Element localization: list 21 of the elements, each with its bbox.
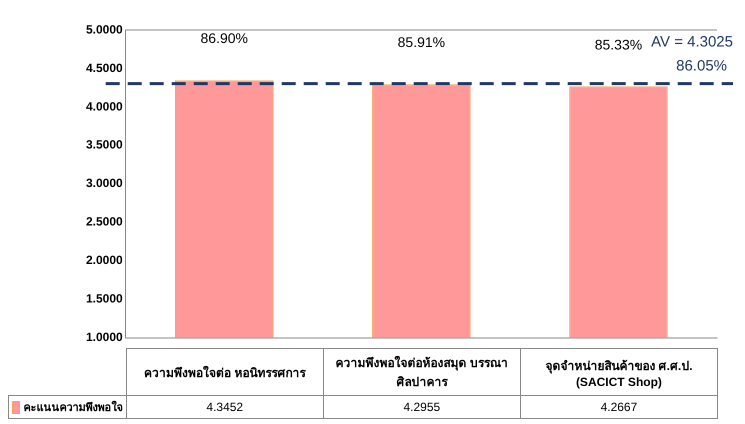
x-tick-label: ความพึงพอใจต่อห้องสมุด บรรณาศิลปาคาร xyxy=(322,348,521,396)
y-tick-label: 5.0000 xyxy=(86,22,124,36)
annotation: 86.05% xyxy=(676,57,727,74)
y-tick-label: 2.5000 xyxy=(86,214,124,229)
y-tick-label: 4.5000 xyxy=(86,60,124,75)
legend-label: คะแนนความพึงพอใจ xyxy=(24,400,123,416)
y-tick-label: 2.0000 xyxy=(86,253,124,268)
ref-line-label: AV = 4.3025 xyxy=(651,33,733,50)
x-tick-label: ความพึงพอใจต่อ หอนิทรรศการ xyxy=(126,348,324,396)
annotation: 85.33% xyxy=(594,36,642,52)
y-tick-label: 3.0000 xyxy=(86,176,124,190)
y-tick-label: 1.5000 xyxy=(86,292,124,306)
y-tick-label: 4.0000 xyxy=(86,99,124,114)
y-tick-label: 3.5000 xyxy=(86,138,124,152)
annotation: 86.90% xyxy=(200,30,248,46)
data-label: 4.3452 xyxy=(126,395,324,419)
x-tick-label: จุดจำหน่ายสินค้าของ ศ.ศ.ป. (SACICT Shop) xyxy=(520,348,718,396)
y-tick-label: 1.0000 xyxy=(86,330,124,344)
data-label: 4.2667 xyxy=(520,395,718,419)
annotation: 85.91% xyxy=(398,34,446,50)
data-label: 4.2955 xyxy=(322,395,521,419)
